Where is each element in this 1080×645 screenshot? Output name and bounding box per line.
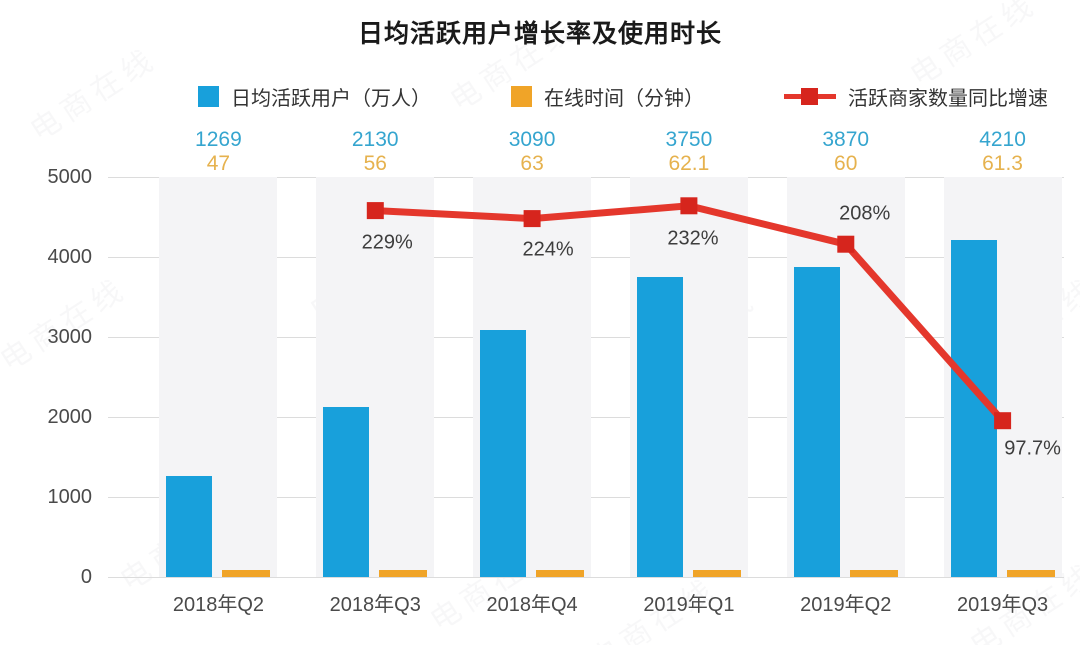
bar-dau: [950, 240, 997, 577]
dau-value-row: 1269 2130 3090 3750 3870 4210: [140, 128, 1080, 152]
dau-swatch-icon: [198, 86, 219, 107]
dau-value-label: 3870: [822, 128, 870, 151]
x-axis-tick-label: 2019年Q3: [956, 594, 1049, 616]
bar-dau: [793, 267, 840, 577]
bar-online-time: [1006, 570, 1055, 577]
bar-dau: [480, 329, 527, 577]
online-time-value-label: 56: [363, 152, 387, 175]
bar-online-time: [692, 570, 741, 577]
bar-online-time: [222, 570, 271, 577]
chart-title: 日均活跃用户增长率及使用时长: [357, 20, 722, 48]
legend: 日均活跃用户（万人） 在线时间（分钟） 活跃商家数量同比增速: [198, 82, 1048, 111]
gridline: [108, 577, 1064, 578]
online-time-value-label: 63: [520, 152, 544, 175]
online-time-value-label: 62.1: [668, 152, 710, 175]
bar-dau: [166, 475, 213, 577]
bar-online-time: [536, 570, 585, 577]
x-axis-tick-label: 2018年Q3: [329, 594, 421, 616]
growth-percent-label: 208%: [839, 202, 891, 225]
x-axis-tick-label: 2018年Q4: [486, 594, 578, 616]
bar-dau: [323, 406, 370, 577]
growth-percent-label: 232%: [667, 227, 719, 250]
growth-percent-label: 224%: [522, 238, 574, 261]
category-slot: [140, 177, 297, 577]
bar-online-time: [849, 570, 898, 577]
y-axis-tick-label: 3000: [47, 326, 93, 348]
y-axis-tick-label: 5000: [47, 166, 93, 188]
online-time-value-label: 47: [206, 152, 231, 175]
x-axis-tick-label: 2019年Q2: [800, 594, 892, 616]
bar-dau: [636, 277, 683, 577]
y-axis-tick-label: 0: [80, 566, 92, 588]
bar-online-time: [379, 570, 428, 577]
dau-value-label: 4210: [979, 128, 1026, 151]
merchant-growth-line-marker-icon: [784, 86, 836, 107]
category-slot: [767, 177, 924, 577]
legend-item-merchant-growth: 活跃商家数量同比增速: [784, 82, 1048, 111]
legend-item-dau: 日均活跃用户（万人）: [198, 82, 431, 111]
dau-value-label: 3750: [665, 128, 713, 151]
y-axis-tick-label: 2000: [47, 406, 93, 428]
x-axis-tick-label: 2018年Q2: [172, 594, 264, 616]
category-slots: [140, 177, 1080, 577]
online-time-value-row: 47 56 63 62.1 60 61.3: [140, 152, 1080, 176]
watermark-text: 电商在线: [0, 271, 134, 378]
y-axis-tick-label: 4000: [47, 246, 93, 268]
legend-item-online-time: 在线时间（分钟）: [511, 82, 704, 111]
online-time-swatch-icon: [511, 86, 532, 107]
legend-label-dau: 日均活跃用户（万人）: [231, 88, 431, 110]
x-axis-tick-label: 2019年Q1: [643, 594, 735, 616]
category-slot: [924, 177, 1080, 577]
online-time-value-label: 61.3: [982, 152, 1023, 175]
online-time-value-label: 60: [834, 152, 858, 175]
growth-percent-label: 97.7%: [1004, 437, 1061, 460]
category-slot: [454, 177, 611, 577]
x-axis-labels: 2018年Q2 2018年Q3 2018年Q4 2019年Q1 2019年Q2 2019年…: [140, 588, 1080, 617]
dau-value-label: 3090: [508, 128, 556, 151]
legend-label-merchant-growth: 活跃商家数量同比增速: [848, 88, 1048, 110]
dau-value-label: 1269: [195, 128, 242, 151]
dau-value-label: 2130: [351, 128, 399, 151]
y-axis-tick-label: 1000: [47, 486, 93, 508]
growth-percent-label: 229%: [361, 231, 413, 254]
legend-label-online-time: 在线时间（分钟）: [544, 88, 704, 110]
